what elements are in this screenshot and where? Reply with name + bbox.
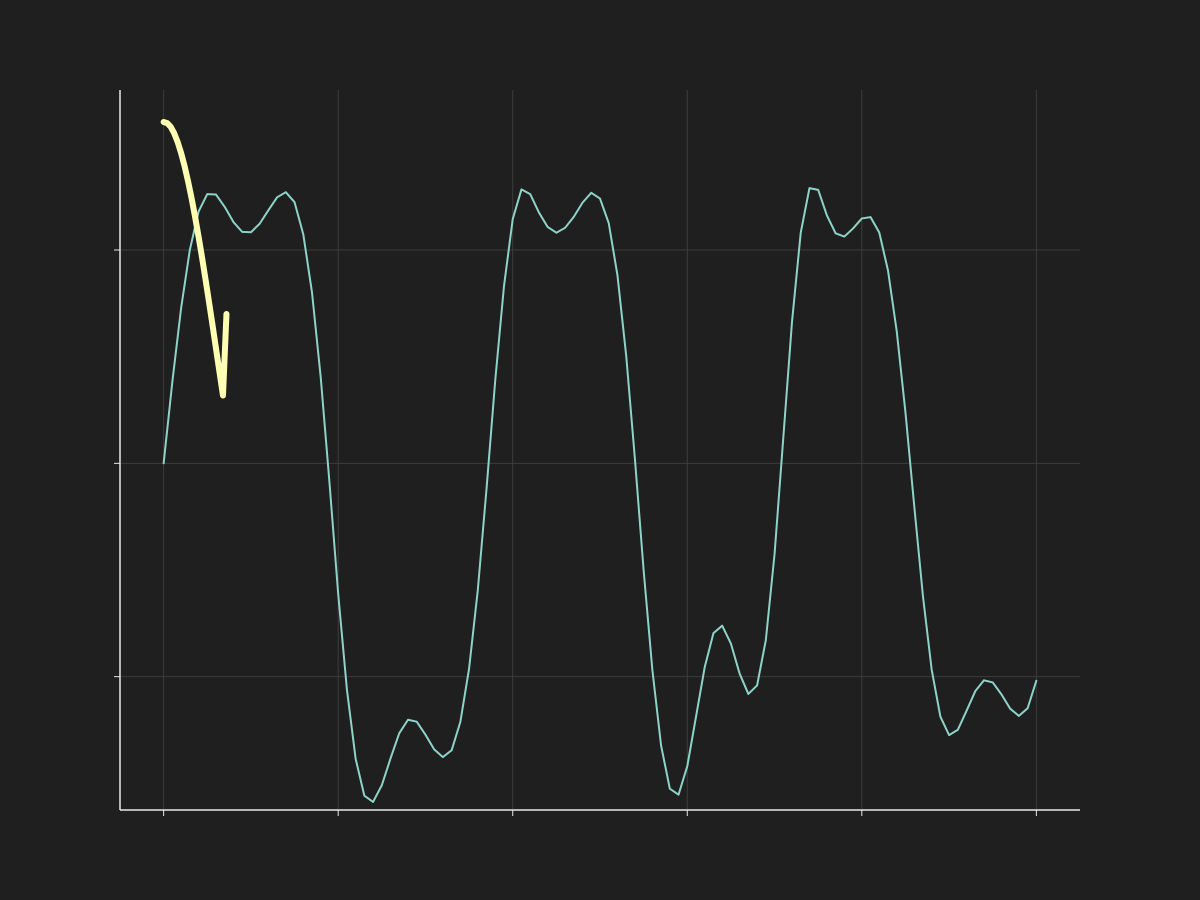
grid	[120, 90, 1080, 810]
axes	[114, 90, 1080, 816]
series-line-0	[162, 187, 1038, 803]
series-group	[160, 119, 1038, 803]
series-line-1	[160, 119, 230, 399]
